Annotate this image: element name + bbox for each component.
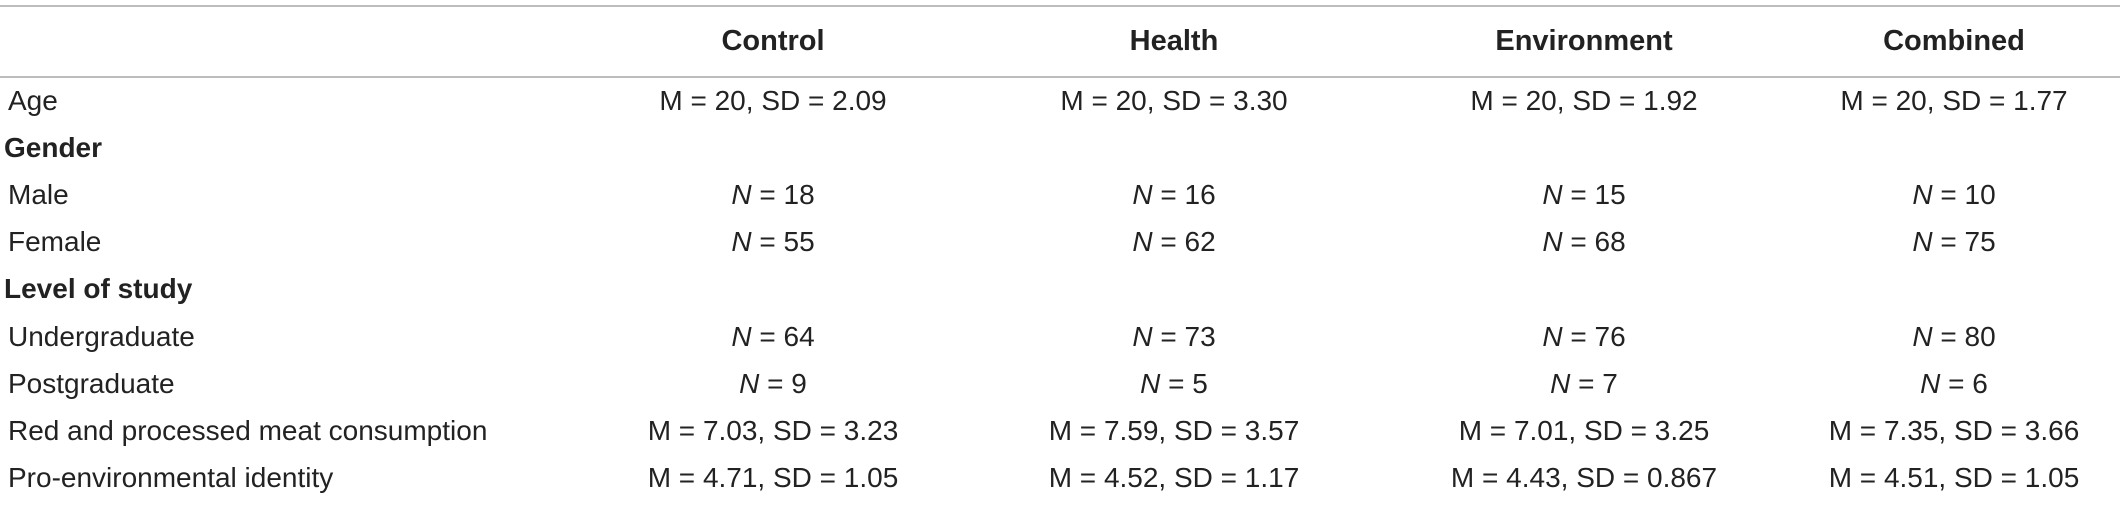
count-value: = 80 — [1940, 320, 1996, 352]
cell-undergraduate-control: N = 64 — [578, 313, 968, 360]
row-label-pro-environmental-identity: Pro-environmental identity — [8, 462, 334, 494]
row-label-female: Female — [8, 226, 102, 258]
table-row: Age M = 20, SD = 2.09 M = 20, SD = 3.30 … — [0, 77, 2120, 124]
n-symbol: N — [1912, 178, 1933, 210]
table-row: Postgraduate N = 9 N = 5 N = 7 N = 6 — [0, 360, 2120, 407]
cell-identity-environment: M = 4.43, SD = 0.867 — [1450, 462, 1718, 494]
count-value: = 18 — [759, 178, 815, 210]
count-value: = 10 — [1940, 178, 1996, 210]
n-symbol: N — [1550, 367, 1571, 399]
count-value: = 75 — [1940, 226, 1996, 258]
demographics-table-container: Control Health Environment Combined Age … — [0, 5, 2120, 517]
cell-identity-health: M = 4.52, SD = 1.17 — [1048, 462, 1300, 494]
count-value: = 7 — [1578, 367, 1618, 399]
row-label-undergraduate: Undergraduate — [8, 320, 195, 352]
section-row: Level of study — [0, 266, 2120, 313]
cell-meat-combined: M = 7.35, SD = 3.66 — [1828, 414, 2080, 446]
section-row: Gender — [0, 124, 2120, 171]
header-environment: Environment — [1380, 5, 1788, 78]
count-value: = 55 — [759, 226, 815, 258]
n-symbol: N — [1920, 367, 1941, 399]
cell-male-control: N = 18 — [578, 171, 968, 218]
cell-postgraduate-environment: N = 7 — [1380, 360, 1788, 407]
cell-undergraduate-combined: N = 80 — [1788, 313, 2120, 360]
table-row: Female N = 55 N = 62 N = 68 N = 75 — [0, 219, 2120, 266]
cell-meat-environment: M = 7.01, SD = 3.25 — [1458, 414, 1710, 446]
n-symbol: N — [1132, 320, 1153, 352]
n-symbol: N — [1912, 226, 1933, 258]
row-label-male: Male — [8, 178, 69, 210]
n-symbol: N — [739, 367, 760, 399]
cell-male-environment: N = 15 — [1380, 171, 1788, 218]
demographics-table: Control Health Environment Combined Age … — [0, 5, 2120, 502]
count-value: = 62 — [1160, 226, 1216, 258]
cell-postgraduate-control: N = 9 — [578, 360, 968, 407]
cell-male-health: N = 16 — [968, 171, 1380, 218]
cell-identity-combined: M = 4.51, SD = 1.05 — [1828, 462, 2080, 494]
header-empty-cell — [0, 5, 578, 78]
cell-male-combined: N = 10 — [1788, 171, 2120, 218]
cell-age-health: M = 20, SD = 3.30 — [1060, 85, 1288, 117]
count-value: = 15 — [1570, 178, 1626, 210]
cell-postgraduate-combined: N = 6 — [1788, 360, 2120, 407]
row-label-meat-consumption: Red and processed meat consumption — [8, 414, 488, 446]
n-symbol: N — [1912, 320, 1933, 352]
count-value: = 5 — [1168, 367, 1208, 399]
row-label-postgraduate: Postgraduate — [8, 367, 175, 399]
count-value: = 6 — [1948, 367, 1988, 399]
n-symbol: N — [1132, 178, 1153, 210]
count-value: = 9 — [767, 367, 807, 399]
n-symbol: N — [1542, 178, 1563, 210]
cell-undergraduate-health: N = 73 — [968, 313, 1380, 360]
cell-female-environment: N = 68 — [1380, 219, 1788, 266]
n-symbol: N — [1542, 226, 1563, 258]
header-control: Control — [578, 5, 968, 78]
cell-female-combined: N = 75 — [1788, 219, 2120, 266]
count-value: = 64 — [759, 320, 815, 352]
n-symbol: N — [1542, 320, 1563, 352]
n-symbol: N — [731, 320, 752, 352]
table-header-row: Control Health Environment Combined — [0, 5, 2120, 78]
cell-undergraduate-environment: N = 76 — [1380, 313, 1788, 360]
cell-identity-control: M = 4.71, SD = 1.05 — [647, 462, 899, 494]
cell-postgraduate-health: N = 5 — [968, 360, 1380, 407]
cell-female-health: N = 62 — [968, 219, 1380, 266]
n-symbol: N — [731, 226, 752, 258]
cell-female-control: N = 55 — [578, 219, 968, 266]
n-symbol: N — [1132, 226, 1153, 258]
count-value: = 16 — [1160, 178, 1216, 210]
count-value: = 76 — [1570, 320, 1626, 352]
cell-meat-control: M = 7.03, SD = 3.23 — [647, 414, 899, 446]
table-row: Red and processed meat consumption M = 7… — [0, 407, 2120, 454]
header-health: Health — [968, 5, 1380, 78]
section-label-level-of-study: Level of study — [4, 273, 193, 305]
count-value: = 68 — [1570, 226, 1626, 258]
n-symbol: N — [1140, 367, 1161, 399]
section-label-gender: Gender — [4, 131, 103, 163]
cell-age-environment: M = 20, SD = 1.92 — [1470, 85, 1698, 117]
table-row: Undergraduate N = 64 N = 73 N = 76 N = 8… — [0, 313, 2120, 360]
cell-age-combined: M = 20, SD = 1.77 — [1840, 85, 2068, 117]
cell-meat-health: M = 7.59, SD = 3.57 — [1048, 414, 1300, 446]
table-row: Male N = 18 N = 16 N = 15 N = 10 — [0, 171, 2120, 218]
cell-age-control: M = 20, SD = 2.09 — [659, 85, 887, 117]
row-label-age: Age — [8, 85, 58, 117]
n-symbol: N — [731, 178, 752, 210]
table-row: Pro-environmental identity M = 4.71, SD … — [0, 455, 2120, 502]
count-value: = 73 — [1160, 320, 1216, 352]
header-combined: Combined — [1788, 5, 2120, 78]
